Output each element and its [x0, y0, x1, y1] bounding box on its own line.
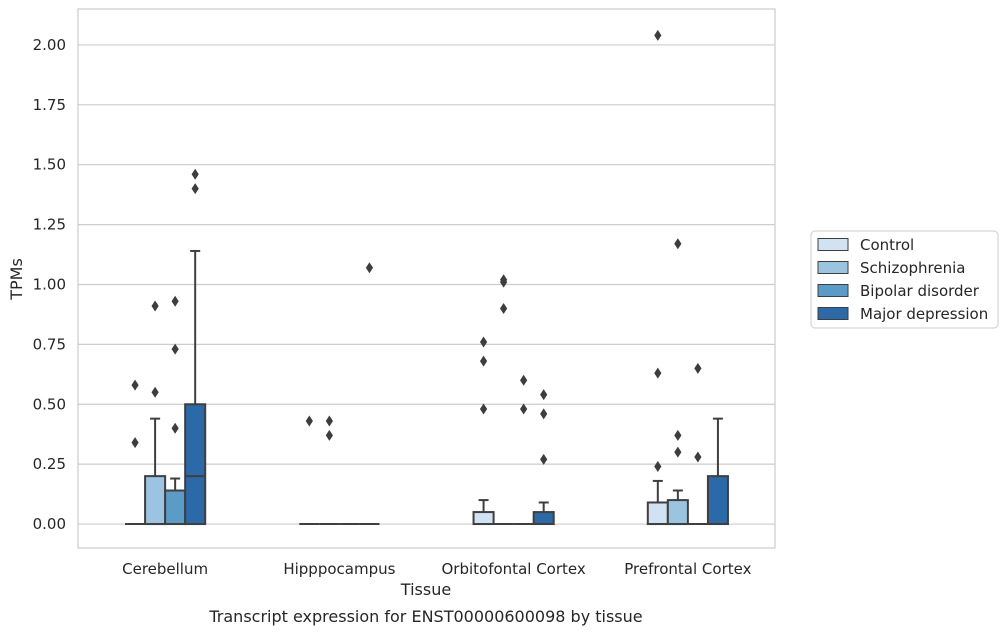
- legend-swatch: [817, 238, 849, 251]
- box-body: [164, 489, 187, 526]
- y-tick-label: 2.00: [33, 36, 66, 54]
- box-body: [646, 501, 669, 526]
- outlier-point: [540, 453, 548, 465]
- chart-caption: Transcript expression for ENST0000060009…: [208, 607, 642, 626]
- outlier-point: [191, 168, 199, 180]
- outlier-point: [325, 429, 333, 441]
- outlier-point: [540, 408, 548, 420]
- legend-swatch: [817, 261, 849, 274]
- outlier-point: [674, 446, 682, 458]
- y-axis-ticks: 0.00 0.25 0.50 0.75 1.00 1.25 1.50 1.75 2.00: [33, 36, 66, 533]
- legend-label: Schizophrenia: [860, 259, 965, 277]
- box-body: [706, 475, 729, 526]
- x-tick-label: Orbitofontal Cortex: [442, 560, 586, 578]
- outlier-point: [654, 367, 662, 379]
- x-tick-label: Prefrontal Cortex: [624, 560, 751, 578]
- legend-frame: [810, 230, 999, 329]
- legend: Control Schizophrenia Bipolar disorder Majo…: [810, 230, 999, 329]
- outlier-point: [305, 415, 313, 427]
- outlier-point: [674, 238, 682, 250]
- box-major-depression: [359, 262, 380, 526]
- x-tick-label: Hipppocampus: [283, 560, 395, 578]
- outlier-point: [171, 295, 179, 307]
- box-control: [472, 336, 495, 526]
- outlier-point: [131, 379, 139, 391]
- outlier-point: [191, 183, 199, 195]
- box-body: [472, 511, 495, 526]
- y-tick-label: 1.50: [33, 156, 66, 174]
- outlier-point: [479, 403, 488, 415]
- outlier-point: [500, 302, 508, 314]
- box-bipolar-disorder: [164, 295, 187, 526]
- box-body: [184, 403, 207, 526]
- outlier-point: [171, 343, 179, 355]
- outlier-point: [520, 403, 528, 415]
- legend-label: Control: [860, 236, 914, 254]
- box-major-depression: [532, 389, 555, 526]
- outlier-point: [151, 386, 159, 398]
- y-tick-label: 1.75: [33, 96, 66, 114]
- outlier-point: [325, 415, 333, 427]
- box-control: [125, 379, 146, 526]
- outlier-point: [694, 362, 702, 374]
- legend-swatch: [817, 307, 849, 320]
- legend-label: Bipolar disorder: [860, 282, 980, 300]
- y-tick-label: 0.75: [33, 335, 66, 353]
- box-control: [299, 415, 320, 526]
- box-schizophrenia: [319, 415, 340, 526]
- box-bipolar-disorder: [687, 362, 708, 526]
- outlier-point: [674, 429, 682, 441]
- box-schizophrenia: [666, 238, 689, 526]
- y-tick-label: 1.00: [33, 275, 66, 293]
- box-schizophrenia: [144, 300, 167, 526]
- box-body: [144, 475, 167, 526]
- legend-label: Major depression: [860, 305, 988, 323]
- y-tick-label: 0.00: [33, 515, 66, 533]
- box-schizophrenia: [493, 274, 514, 526]
- outlier-point: [654, 461, 662, 473]
- outlier-point: [694, 451, 702, 463]
- box-major-depression: [706, 417, 729, 526]
- outlier-point: [500, 274, 508, 286]
- outlier-point: [520, 374, 528, 386]
- y-tick-label: 0.25: [33, 455, 66, 473]
- outlier-point: [540, 389, 548, 401]
- plot-area-frame: [77, 8, 776, 549]
- legend-swatch: [817, 284, 849, 297]
- box-body: [666, 499, 689, 526]
- x-axis-label: Tissue: [400, 580, 451, 599]
- box-layer: [125, 29, 729, 526]
- box-control: [646, 29, 669, 526]
- box-bipolar-disorder: [513, 374, 534, 526]
- outlier-point: [365, 262, 374, 274]
- outlier-point: [479, 336, 488, 348]
- x-tick-label: Cerebellum: [122, 560, 208, 578]
- y-tick-label: 0.50: [33, 395, 66, 413]
- outlier-point: [654, 29, 662, 41]
- outlier-point: [151, 300, 159, 312]
- x-axis-ticks: Cerebellum Hipppocampus Orbitofontal Corte…: [122, 560, 751, 578]
- outlier-point: [479, 355, 488, 367]
- outlier-point: [171, 422, 179, 434]
- y-axis-label: TPMs: [7, 258, 26, 301]
- grid-lines: [78, 44, 775, 525]
- outlier-point: [131, 437, 139, 449]
- box-body: [532, 511, 555, 526]
- box-major-depression: [184, 168, 207, 526]
- y-tick-label: 1.25: [33, 216, 66, 234]
